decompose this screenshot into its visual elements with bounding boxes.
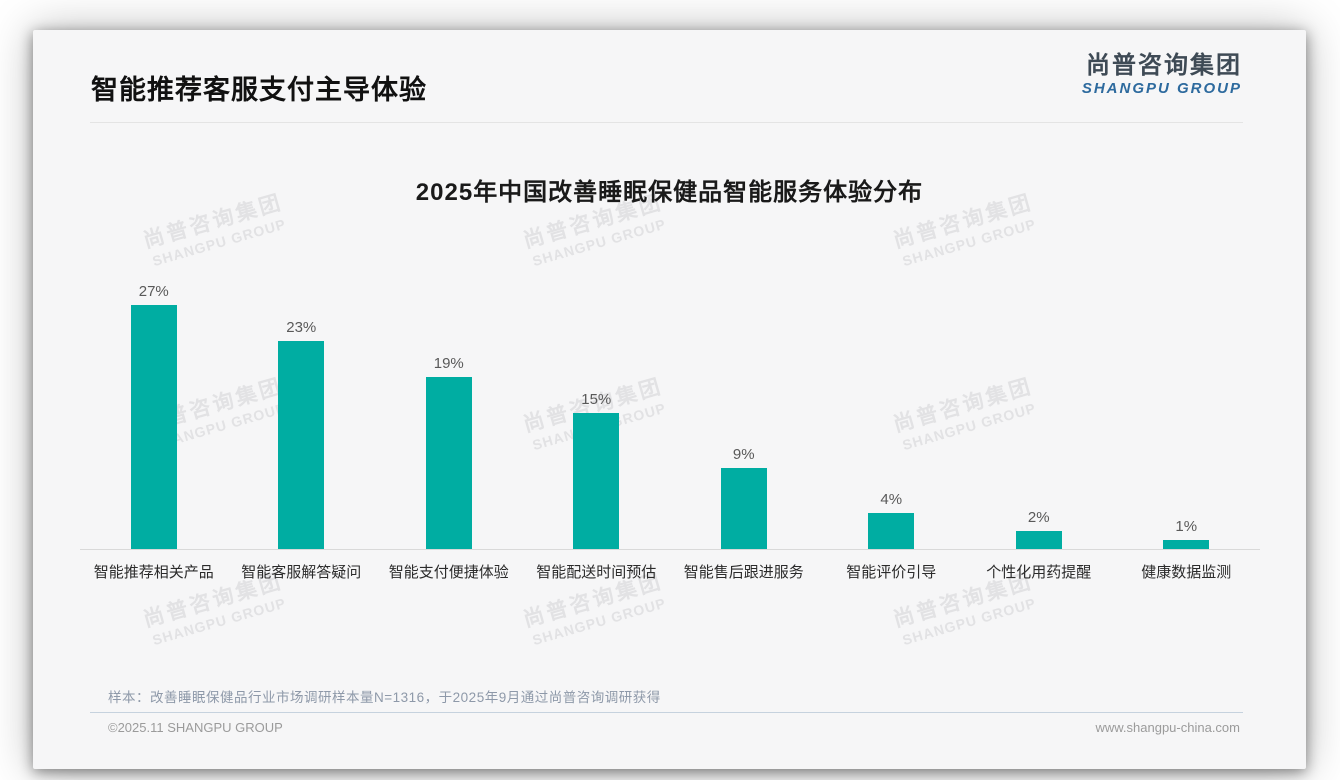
chart-title: 2025年中国改善睡眠保健品智能服务体验分布 (415, 179, 924, 206)
bar-slot: 15% (523, 391, 671, 549)
category-label: 智能配送时间预估 (536, 563, 657, 581)
watermark-en: SHANGPU GROUP (150, 594, 288, 649)
watermark-en: SHANGPU GROUP (900, 594, 1038, 649)
category-label: 智能支付便捷体验 (388, 563, 509, 581)
category-label: 智能客服解答疑问 (241, 563, 362, 581)
watermark-en: SHANGPU GROUP (530, 594, 668, 649)
page-title: 智能推荐客服支付主导体验 (91, 75, 427, 105)
logo-chinese-text: 尚普咨询集团 (1086, 52, 1242, 79)
bar (278, 341, 325, 549)
bar-value-label: 4% (880, 491, 903, 508)
bar-slot: 4% (818, 491, 966, 549)
footer-divider (90, 712, 1243, 713)
slide-card: 智能推荐客服支付主导体验 尚普咨询集团 SHANGPU GROUP 尚普咨询集团… (33, 30, 1306, 769)
bar-slot: 23% (228, 319, 376, 549)
bar-slot: 2% (965, 509, 1113, 549)
bar (573, 413, 620, 549)
bar-value-label: 1% (1175, 518, 1198, 535)
bar-slot: 1% (1113, 518, 1261, 549)
bar-value-label: 9% (732, 446, 755, 463)
bar-value-label: 19% (433, 355, 464, 372)
category-label: 智能评价引导 (846, 563, 937, 581)
category-label: 智能售后跟进服务 (683, 563, 804, 581)
logo-english-text: SHANGPU GROUP (1081, 79, 1242, 97)
bar (425, 377, 472, 549)
bar (130, 305, 177, 549)
bar (868, 513, 915, 549)
category-label: 智能推荐相关产品 (93, 563, 214, 581)
category-labels: 智能推荐相关产品 智能客服解答疑问 智能支付便捷体验 智能配送时间预估 智能售后跟进服务… (80, 551, 1260, 591)
header-divider (90, 122, 1243, 123)
plot-area: 27% 23% 19% 15% 9% 4% 2% 1% (80, 255, 1260, 550)
bar (1163, 540, 1210, 549)
bar (720, 468, 767, 549)
bar-value-label: 2% (1027, 509, 1050, 526)
bar-slot: 19% (375, 355, 523, 549)
bar-value-label: 23% (286, 319, 317, 336)
footer-copyright: ©2025.11 SHANGPU GROUP (108, 720, 283, 735)
category-label: 个性化用药提醒 (986, 563, 1092, 581)
bar-slot: 27% (80, 283, 228, 549)
bar-slot: 9% (670, 446, 818, 549)
bar (1015, 531, 1062, 549)
sample-footnote: 样本：改善睡眠保健品行业市场调研样本量N=1316，于2025年9月通过尚普咨询… (108, 690, 661, 705)
footer-website: www.shangpu-china.com (1095, 720, 1240, 735)
bar-value-label: 27% (138, 283, 169, 300)
bar-value-label: 15% (581, 391, 612, 408)
shangpu-logo: 尚普咨询集团 SHANGPU GROUP (1082, 52, 1242, 97)
category-label: 健康数据监测 (1141, 563, 1232, 581)
